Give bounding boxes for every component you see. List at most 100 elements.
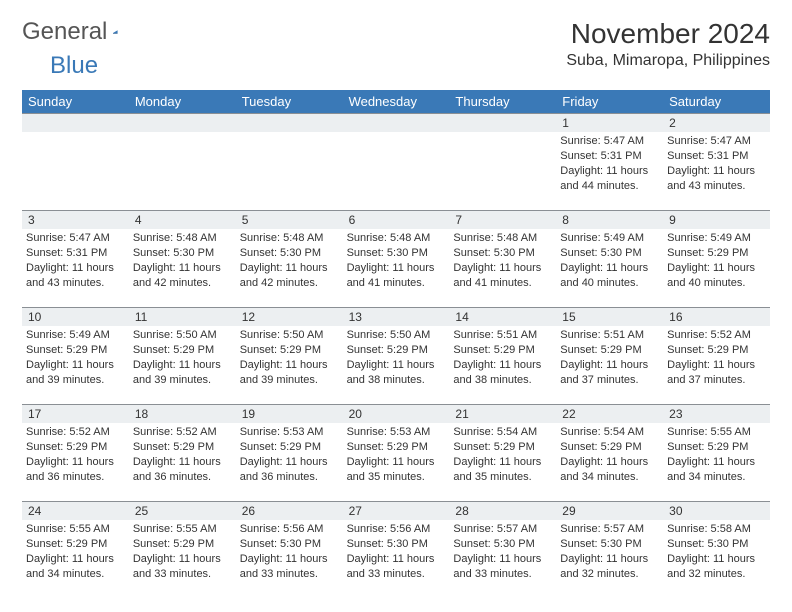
day-number: 22	[556, 405, 663, 423]
day-number: 30	[663, 502, 770, 520]
day-cell: Sunrise: 5:53 AMSunset: 5:29 PMDaylight:…	[343, 423, 450, 501]
sunset-line: Sunset: 5:30 PM	[667, 537, 766, 552]
sunset-line: Sunset: 5:29 PM	[667, 440, 766, 455]
day-cell: Sunrise: 5:48 AMSunset: 5:30 PMDaylight:…	[449, 229, 556, 307]
day-cell: Sunrise: 5:48 AMSunset: 5:30 PMDaylight:…	[236, 229, 343, 307]
sunrise-line: Sunrise: 5:51 AM	[453, 328, 552, 343]
day-cell: Sunrise: 5:48 AMSunset: 5:30 PMDaylight:…	[343, 229, 450, 307]
week-row: Sunrise: 5:47 AMSunset: 5:31 PMDaylight:…	[22, 132, 770, 210]
sunrise-line: Sunrise: 5:55 AM	[26, 522, 125, 537]
day-number: 5	[236, 211, 343, 229]
day-number: 28	[449, 502, 556, 520]
day-cell: Sunrise: 5:50 AMSunset: 5:29 PMDaylight:…	[129, 326, 236, 404]
daylight-line: Daylight: 11 hours and 35 minutes.	[453, 455, 552, 485]
day-cell: Sunrise: 5:51 AMSunset: 5:29 PMDaylight:…	[449, 326, 556, 404]
sunset-line: Sunset: 5:29 PM	[133, 343, 232, 358]
day-cell: Sunrise: 5:55 AMSunset: 5:29 PMDaylight:…	[663, 423, 770, 501]
sunrise-line: Sunrise: 5:53 AM	[347, 425, 446, 440]
day-number: 21	[449, 405, 556, 423]
daylight-line: Daylight: 11 hours and 36 minutes.	[240, 455, 339, 485]
sunrise-line: Sunrise: 5:50 AM	[133, 328, 232, 343]
day-cell: Sunrise: 5:55 AMSunset: 5:29 PMDaylight:…	[22, 520, 129, 598]
day-number: 24	[22, 502, 129, 520]
sunrise-line: Sunrise: 5:48 AM	[453, 231, 552, 246]
sunset-line: Sunset: 5:29 PM	[347, 343, 446, 358]
day-number: 4	[129, 211, 236, 229]
weekday-header: Tuesday	[236, 90, 343, 113]
sunrise-line: Sunrise: 5:48 AM	[240, 231, 339, 246]
day-cell	[343, 132, 450, 210]
sunset-line: Sunset: 5:29 PM	[347, 440, 446, 455]
day-number	[22, 114, 129, 132]
sunrise-line: Sunrise: 5:50 AM	[240, 328, 339, 343]
sunset-line: Sunset: 5:29 PM	[133, 537, 232, 552]
weekday-header: Thursday	[449, 90, 556, 113]
daylight-line: Daylight: 11 hours and 39 minutes.	[133, 358, 232, 388]
day-number-row: 17181920212223	[22, 404, 770, 423]
day-number: 17	[22, 405, 129, 423]
day-number: 9	[663, 211, 770, 229]
weekday-header: Sunday	[22, 90, 129, 113]
logo-text-blue: Blue	[50, 52, 98, 80]
day-cell: Sunrise: 5:47 AMSunset: 5:31 PMDaylight:…	[556, 132, 663, 210]
daylight-line: Daylight: 11 hours and 33 minutes.	[240, 552, 339, 582]
logo: General	[22, 18, 143, 46]
day-number: 8	[556, 211, 663, 229]
sunrise-line: Sunrise: 5:57 AM	[560, 522, 659, 537]
sunset-line: Sunset: 5:29 PM	[453, 343, 552, 358]
sunrise-line: Sunrise: 5:55 AM	[133, 522, 232, 537]
day-number: 1	[556, 114, 663, 132]
day-cell: Sunrise: 5:47 AMSunset: 5:31 PMDaylight:…	[22, 229, 129, 307]
sunset-line: Sunset: 5:30 PM	[240, 246, 339, 261]
sunrise-line: Sunrise: 5:53 AM	[240, 425, 339, 440]
sunrise-line: Sunrise: 5:48 AM	[347, 231, 446, 246]
sunrise-line: Sunrise: 5:49 AM	[667, 231, 766, 246]
daylight-line: Daylight: 11 hours and 37 minutes.	[667, 358, 766, 388]
sunset-line: Sunset: 5:29 PM	[240, 343, 339, 358]
weekday-header-row: SundayMondayTuesdayWednesdayThursdayFrid…	[22, 90, 770, 113]
sunset-line: Sunset: 5:30 PM	[560, 537, 659, 552]
sunset-line: Sunset: 5:29 PM	[667, 343, 766, 358]
sunrise-line: Sunrise: 5:50 AM	[347, 328, 446, 343]
day-number	[129, 114, 236, 132]
sunrise-line: Sunrise: 5:54 AM	[453, 425, 552, 440]
weekday-header: Friday	[556, 90, 663, 113]
day-number: 2	[663, 114, 770, 132]
day-number	[449, 114, 556, 132]
month-title: November 2024	[566, 18, 770, 50]
title-block: November 2024 Suba, Mimaropa, Philippine…	[566, 18, 770, 70]
day-cell	[449, 132, 556, 210]
daylight-line: Daylight: 11 hours and 42 minutes.	[240, 261, 339, 291]
sunrise-line: Sunrise: 5:52 AM	[667, 328, 766, 343]
daylight-line: Daylight: 11 hours and 32 minutes.	[667, 552, 766, 582]
day-cell: Sunrise: 5:57 AMSunset: 5:30 PMDaylight:…	[449, 520, 556, 598]
day-number: 3	[22, 211, 129, 229]
day-cell: Sunrise: 5:58 AMSunset: 5:30 PMDaylight:…	[663, 520, 770, 598]
day-cell: Sunrise: 5:48 AMSunset: 5:30 PMDaylight:…	[129, 229, 236, 307]
sunset-line: Sunset: 5:30 PM	[560, 246, 659, 261]
day-number: 23	[663, 405, 770, 423]
daylight-line: Daylight: 11 hours and 44 minutes.	[560, 164, 659, 194]
sunrise-line: Sunrise: 5:56 AM	[347, 522, 446, 537]
day-number: 11	[129, 308, 236, 326]
weekday-header: Monday	[129, 90, 236, 113]
sunset-line: Sunset: 5:30 PM	[133, 246, 232, 261]
day-number: 29	[556, 502, 663, 520]
sunset-line: Sunset: 5:31 PM	[667, 149, 766, 164]
daylight-line: Daylight: 11 hours and 39 minutes.	[240, 358, 339, 388]
day-cell: Sunrise: 5:54 AMSunset: 5:29 PMDaylight:…	[449, 423, 556, 501]
sunrise-line: Sunrise: 5:52 AM	[133, 425, 232, 440]
daylight-line: Daylight: 11 hours and 32 minutes.	[560, 552, 659, 582]
sunset-line: Sunset: 5:30 PM	[453, 537, 552, 552]
day-number: 16	[663, 308, 770, 326]
week-row: Sunrise: 5:55 AMSunset: 5:29 PMDaylight:…	[22, 520, 770, 598]
sunrise-line: Sunrise: 5:58 AM	[667, 522, 766, 537]
day-number	[343, 114, 450, 132]
day-cell: Sunrise: 5:53 AMSunset: 5:29 PMDaylight:…	[236, 423, 343, 501]
daylight-line: Daylight: 11 hours and 36 minutes.	[133, 455, 232, 485]
day-cell	[236, 132, 343, 210]
day-cell: Sunrise: 5:54 AMSunset: 5:29 PMDaylight:…	[556, 423, 663, 501]
sunset-line: Sunset: 5:29 PM	[560, 440, 659, 455]
day-number-row: 10111213141516	[22, 307, 770, 326]
sunset-line: Sunset: 5:29 PM	[667, 246, 766, 261]
